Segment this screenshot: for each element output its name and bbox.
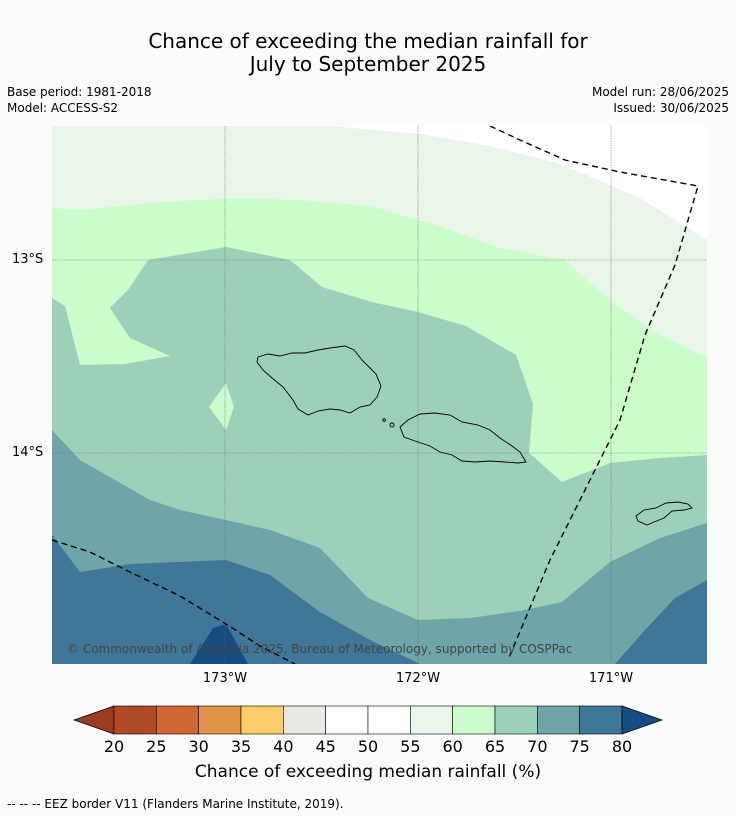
colorbar-cell (410, 705, 453, 735)
colorbar-cell (452, 705, 496, 735)
colorbar-tick-label: 20 (103, 737, 125, 756)
model-name: Model: ACCESS-S2 (7, 101, 119, 115)
meta-right: Model run: 28/06/2025 Issued: 30/06/2025 (592, 84, 729, 116)
zone-75-80 (52, 535, 420, 664)
colorbar-tick-label: 60 (442, 737, 463, 756)
issued-date: Issued: 30/06/2025 (613, 101, 729, 115)
colorbar-tick-label: 50 (357, 737, 379, 756)
colorbar-tick-label: 45 (315, 737, 336, 756)
upolu-island (399, 412, 527, 464)
colorbar-cell (494, 705, 538, 735)
colorbar-cell (113, 705, 157, 735)
manono-islet (382, 418, 386, 422)
colorbar-cell (537, 705, 580, 735)
colorbar-low-extend (72, 705, 115, 735)
colorbar-cell (367, 705, 411, 735)
colorbar-tick-label: 65 (484, 737, 506, 756)
zone-80-plus (190, 624, 248, 664)
colorbar-cell (240, 705, 284, 735)
colorbar-label: Chance of exceeding median rainfall (%) (194, 762, 542, 782)
tutuila-island (635, 501, 693, 526)
title-line-1: Chance of exceeding the median rainfall … (148, 29, 588, 53)
colorbar-tick-label: 55 (400, 737, 421, 756)
colorbar (72, 705, 664, 735)
colorbar-cells (113, 705, 623, 735)
colorbar-high-extend (621, 705, 664, 735)
lon-label-171w: 171°W (588, 671, 634, 686)
colorbar-tick-label: 25 (146, 737, 167, 756)
zone-75-80-east (615, 580, 707, 664)
colorbar-cell (579, 705, 623, 735)
colorbar-tick-label: 35 (230, 737, 252, 756)
zone-60-65-inner-patch (209, 383, 234, 430)
eez-footnote: -- -- -- EEZ border V11 (Flanders Marine… (7, 797, 344, 811)
colorbar-cell (325, 705, 369, 735)
model-run: Model run: 28/06/2025 (591, 85, 729, 99)
lon-label-173w: 173°W (202, 671, 248, 686)
graticule (52, 126, 707, 664)
map-body (52, 126, 707, 664)
savaii-island (256, 345, 382, 416)
colorbar-tick-label: 75 (569, 737, 590, 756)
meta-left: Base period: 1981-2018 Model: ACCESS-S2 (7, 84, 152, 116)
colorbar-cell (156, 705, 199, 735)
apolima-islet (389, 422, 395, 428)
lat-label-13s: 13°S (12, 252, 44, 267)
map-title: Chance of exceeding the median rainfall … (0, 30, 736, 76)
copyright-notice: © Commonwealth of Australia 2025, Bureau… (67, 642, 573, 656)
base-period: Base period: 1981-2018 (7, 85, 152, 99)
coastlines (256, 345, 693, 526)
colorbar-tick-label: 40 (273, 737, 294, 756)
lon-label-172w: 172°W (395, 671, 441, 686)
lat-label-14s: 14°S (12, 445, 44, 460)
colorbar-tick-label: 30 (188, 737, 209, 756)
colorbar-cell (283, 705, 326, 735)
title-line-2: July to September 2025 (249, 52, 487, 76)
colorbar-tick-label: 70 (527, 737, 548, 756)
colorbar-tick-label: 80 (611, 737, 633, 756)
colorbar-cell (198, 705, 242, 735)
eez-border (52, 126, 699, 664)
